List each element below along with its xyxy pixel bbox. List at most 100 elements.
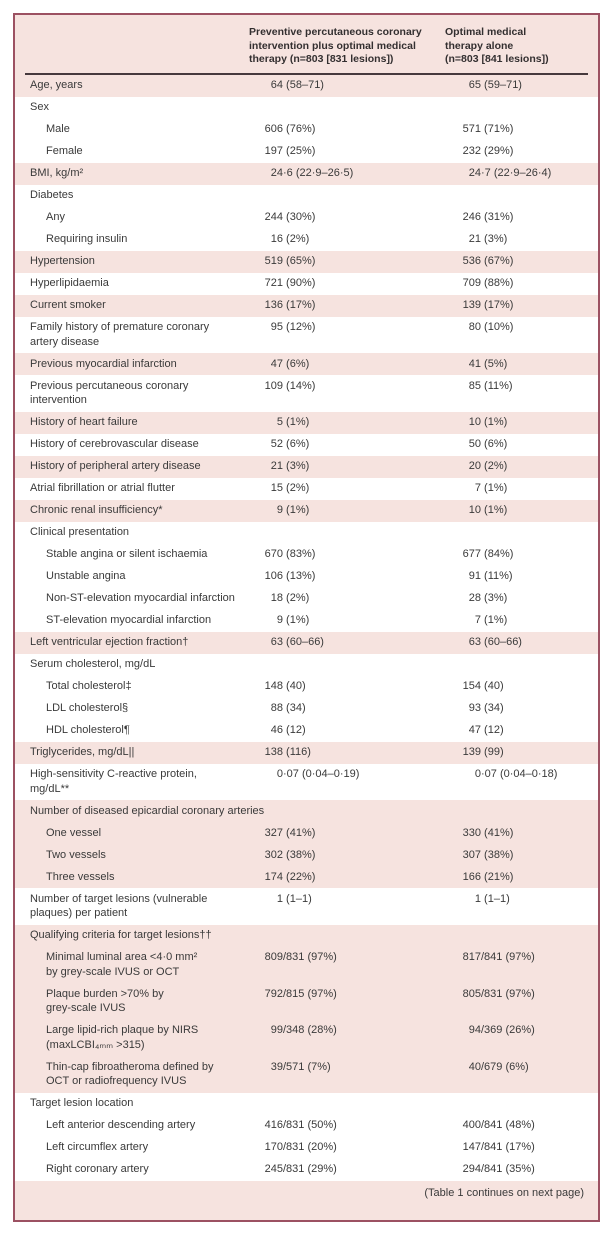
table-row: Previous myocardial infarction 47 (6%) 4… — [15, 353, 598, 375]
row-value-col2: 709 (88%) — [462, 277, 514, 290]
row-label: Left circumflex artery — [46, 1141, 149, 1154]
row-value-col2: 85 (11%) — [468, 379, 513, 392]
row-value-col1: 809/831 (97%) — [264, 951, 337, 964]
row-label: Target lesion location — [30, 1097, 134, 1110]
row-value-col1: 302 (38%) — [264, 848, 316, 861]
row-label: Minimal luminal area <4·0 mm² by grey-sc… — [46, 951, 198, 978]
table-row: Number of diseased epicardial coronary a… — [15, 800, 598, 822]
row-label: Atrial fibrillation or atrial flutter — [30, 482, 175, 495]
table-row: Previous percutaneous coronary intervent… — [15, 375, 598, 412]
row-value-col1: 792/815 (97%) — [264, 987, 337, 1000]
row-value-col2: 139 (99) — [462, 746, 504, 759]
row-label: Large lipid-rich plaque by NIRS (maxLCBI… — [46, 1024, 199, 1051]
table-row: Total cholesterol‡ 148 (40) 154 (40) — [15, 675, 598, 698]
row-value-col2: 571 (71%) — [462, 123, 514, 136]
table-row: Non-ST-elevation myocardial infarction 1… — [15, 587, 598, 610]
row-label: Two vessels — [46, 848, 106, 861]
row-value-col1 — [235, 100, 401, 115]
table-row: Chronic renal insufficiency* 9 (1%) 10 (… — [15, 499, 598, 522]
row-value-col2: 0·07 (0·04–0·18) — [474, 768, 558, 781]
row-value-col2: 677 (84%) — [462, 548, 514, 561]
table-row: Atrial fibrillation or atrial flutter 15… — [15, 477, 598, 500]
row-label: History of heart failure — [30, 416, 138, 429]
row-value-col1: 721 (90%) — [264, 277, 316, 290]
table-row: LDL cholesterol§ 88 (34) 93 (34) — [15, 697, 598, 720]
row-label: HDL cholesterol¶ — [46, 724, 130, 737]
row-label: Clinical presentation — [30, 526, 130, 539]
table-row: History of cerebrovascular disease 52 (6… — [15, 433, 598, 456]
row-value-col2: 80 (10%) — [468, 321, 514, 334]
row-value-col2: 91 (11%) — [468, 570, 513, 583]
row-value-col2 — [401, 188, 586, 203]
table-row: Hypertension 519 (65%) 536 (67%) — [15, 250, 598, 273]
table-row: ST-elevation myocardial infarction 9 (1%… — [15, 609, 598, 632]
table-row: History of peripheral artery disease 21 … — [15, 455, 598, 478]
row-value-col1: 109 (14%) — [264, 379, 316, 392]
row-label: LDL cholesterol§ — [46, 702, 129, 715]
row-value-col1: 1 (1–1) — [276, 892, 312, 905]
row-label: ST-elevation myocardial infarction — [46, 614, 212, 627]
row-value-col2: 7 (1%) — [474, 614, 508, 627]
row-value-col1: 245/831 (29%) — [264, 1163, 337, 1176]
table-row: History of heart failure 5 (1%) 10 (1%) — [15, 411, 598, 434]
row-label: Unstable angina — [46, 570, 126, 583]
row-value-col1: 197 (25%) — [264, 145, 316, 158]
row-value-col1 — [235, 188, 401, 203]
row-label: Left ventricular ejection fraction† — [30, 636, 189, 649]
row-value-col1: 47 (6%) — [270, 357, 310, 370]
row-value-col2: 307 (38%) — [462, 848, 514, 861]
table-row: Three vessels 174 (22%) 166 (21%) — [15, 866, 598, 888]
row-value-col2: 139 (17%) — [462, 299, 514, 312]
row-value-col2 — [401, 928, 586, 943]
row-label: Number of target lesions (vulnerable pla… — [30, 892, 208, 920]
row-value-col2: 21 (3%) — [468, 233, 508, 246]
row-label: Plaque burden >70% by grey-scale IVUS — [46, 987, 164, 1015]
row-value-col1: 39/571 (7%) — [270, 1060, 331, 1073]
row-value-col2: 65 (59–71) — [468, 79, 522, 92]
row-value-col2 — [401, 804, 586, 819]
row-value-col2: 41 (5%) — [468, 357, 508, 370]
row-label: Qualifying criteria for target lesions†† — [30, 929, 212, 942]
table-row: Unstable angina 106 (13%) 91 (11%) — [15, 565, 598, 588]
column-header-optimal-medical-therapy: Optimal medical therapy alone (n=803 [84… — [445, 26, 549, 65]
table-row: Minimal luminal area <4·0 mm² by grey-sc… — [15, 946, 598, 983]
row-label: Triglycerides, mg/dL|| — [30, 746, 135, 759]
row-label: Serum cholesterol, mg/dL — [30, 658, 156, 671]
table-row: Left circumflex artery 170/831 (20%) 147… — [15, 1136, 598, 1159]
table-body: Age, years 64 (58–71) 65 (59–71) Sex Mal… — [15, 74, 598, 1181]
row-value-col2: 805/831 (97%) — [462, 987, 535, 1000]
row-label: Non-ST-elevation myocardial infarction — [46, 592, 235, 605]
table-row: Serum cholesterol, mg/dL — [15, 653, 598, 676]
row-value-col1 — [235, 804, 401, 819]
row-value-col1: 88 (34) — [270, 702, 306, 715]
row-value-col1: 670 (83%) — [264, 548, 316, 561]
table-row: Sex — [15, 96, 598, 119]
row-label: High-sensitivity C-reactive protein, mg/… — [30, 768, 197, 795]
row-value-col1: 24·6 (22·9–26·5) — [270, 167, 354, 180]
row-value-col1: 170/831 (20%) — [264, 1141, 337, 1154]
row-value-col1: 18 (2%) — [270, 592, 310, 605]
table-row: Female 197 (25%) 232 (29%) — [15, 140, 598, 163]
table-row: Large lipid-rich plaque by NIRS (maxLCBI… — [15, 1019, 598, 1056]
row-value-col2: 154 (40) — [462, 680, 504, 693]
table-row: Current smoker 136 (17%) 139 (17%) — [15, 294, 598, 317]
row-value-col1: 327 (41%) — [264, 826, 316, 839]
row-value-col2 — [401, 1096, 586, 1111]
row-label: Left anterior descending artery — [46, 1119, 196, 1132]
row-label: Diabetes — [30, 189, 74, 202]
row-value-col2: 94/369 (26%) — [468, 1024, 535, 1037]
row-value-col1: 52 (6%) — [270, 438, 310, 451]
row-value-col2: 1 (1–1) — [474, 892, 510, 905]
row-value-col1 — [235, 1096, 401, 1111]
table-row: Diabetes — [15, 184, 598, 207]
row-label: Right coronary artery — [46, 1163, 149, 1176]
row-value-col1: 244 (30%) — [264, 211, 316, 224]
row-value-col1: 136 (17%) — [264, 299, 316, 312]
row-label: Hyperlipidaemia — [30, 277, 109, 290]
header-divider-rule — [25, 72, 588, 75]
row-label: History of peripheral artery disease — [30, 460, 201, 473]
table-row: Clinical presentation — [15, 521, 598, 544]
row-value-col1: 64 (58–71) — [270, 79, 324, 92]
row-value-col1: 416/831 (50%) — [264, 1119, 337, 1132]
row-label: One vessel — [46, 826, 102, 839]
